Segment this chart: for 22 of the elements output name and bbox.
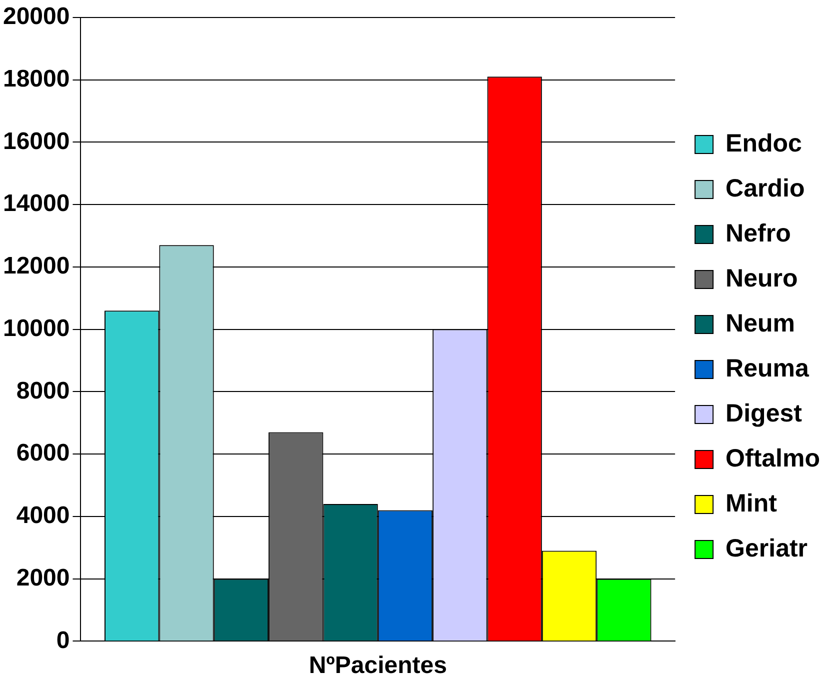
y-tick-label: 14000 bbox=[2, 190, 70, 218]
y-tick-label: 16000 bbox=[2, 128, 70, 155]
y-tick-label: 2000 bbox=[16, 564, 70, 592]
y-tick-label: 10000 bbox=[2, 314, 70, 342]
legend-label: Nefro bbox=[726, 219, 791, 248]
y-tick-label: 4000 bbox=[16, 502, 70, 530]
legend-label: Oftalmo bbox=[726, 444, 820, 472]
legend-label: Neuro bbox=[726, 264, 798, 292]
legend-label: Digest bbox=[726, 399, 803, 428]
y-tick-label: 18000 bbox=[2, 65, 70, 92]
legend-label: Neum bbox=[726, 309, 796, 338]
legend-label: Geriatr bbox=[726, 534, 808, 562]
y-tick-label: 0 bbox=[56, 626, 70, 654]
x-tick-label: NºPacientes bbox=[308, 652, 447, 680]
legend-label: Mint bbox=[726, 489, 778, 518]
y-tick-label: 6000 bbox=[16, 440, 70, 467]
y-tick-label: 20000 bbox=[2, 3, 70, 30]
y-tick-label: 12000 bbox=[2, 252, 70, 280]
legend-label: Reuma bbox=[726, 354, 810, 382]
y-tick-label: 8000 bbox=[16, 377, 70, 404]
legend-label: Cardio bbox=[726, 174, 805, 202]
legend-label: Endoc bbox=[726, 129, 802, 158]
